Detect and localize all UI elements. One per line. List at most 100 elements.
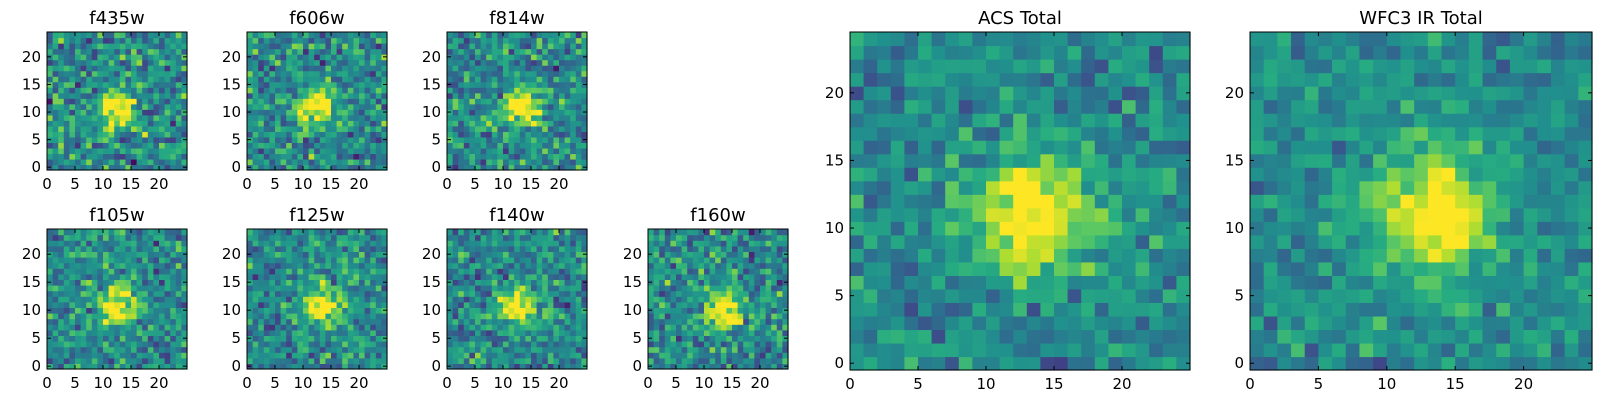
- heatmap-cell: [743, 324, 750, 331]
- heatmap-cell: [958, 180, 973, 195]
- heatmap-cell: [553, 273, 560, 280]
- heatmap-cell: [715, 335, 722, 342]
- heatmap-cell: [720, 245, 727, 252]
- heatmap-cell: [359, 109, 366, 116]
- heatmap-cell: [726, 268, 733, 275]
- heatmap-cell: [743, 335, 750, 342]
- heatmap-cell: [519, 147, 526, 155]
- heatmap-cell: [469, 240, 476, 247]
- heatmap-cell: [564, 257, 571, 264]
- heatmap-cell: [364, 279, 371, 286]
- heatmap-cell: [553, 65, 560, 72]
- heatmap-cell: [525, 32, 532, 39]
- heatmap-cell: [972, 221, 987, 236]
- heatmap-cell: [52, 341, 59, 348]
- heatmap-cell: [542, 120, 549, 127]
- heatmap-cell: [653, 357, 660, 364]
- heatmap-cell: [252, 262, 259, 269]
- heatmap-cell: [536, 158, 543, 166]
- heatmap-cell: [531, 76, 538, 83]
- heatmap-cell: [125, 87, 132, 94]
- heatmap-cell: [771, 273, 778, 280]
- heatmap-cell: [570, 318, 577, 325]
- heatmap-cell: [771, 313, 778, 320]
- heatmap-cell: [175, 363, 182, 370]
- heatmap-cell: [570, 92, 577, 99]
- heatmap-cell: [754, 285, 761, 292]
- heatmap-cell: [58, 240, 65, 247]
- heatmap-cell: [75, 318, 82, 325]
- heatmap-cell: [97, 335, 104, 342]
- heatmap-cell: [336, 103, 343, 110]
- heatmap-cell: [52, 279, 59, 286]
- heatmap-cell: [531, 341, 538, 348]
- heatmap-cell: [286, 32, 293, 39]
- heatmap-cell: [147, 335, 154, 342]
- heatmap-cell: [142, 114, 149, 121]
- heatmap-cell: [69, 318, 76, 325]
- heatmap-cell: [80, 103, 87, 110]
- heatmap-cell: [286, 114, 293, 121]
- heatmap-cell: [319, 92, 326, 99]
- heatmap-cell: [252, 335, 259, 342]
- heatmap-cell: [986, 275, 1001, 290]
- heatmap-cell: [63, 164, 70, 171]
- heatmap-cell: [536, 279, 543, 286]
- heatmap-cell: [999, 234, 1014, 249]
- heatmap-cell: [142, 301, 149, 308]
- heatmap-cell: [170, 136, 177, 143]
- heatmap-cell: [314, 43, 321, 50]
- heatmap-cell: [514, 164, 521, 171]
- heatmap-cell: [119, 103, 126, 110]
- heatmap-cell: [119, 318, 126, 325]
- heatmap-cell: [536, 54, 543, 61]
- heatmap-cell: [125, 37, 132, 44]
- heatmap-cell: [536, 346, 543, 353]
- heatmap-cell: [559, 290, 566, 297]
- heatmap-cell: [559, 335, 566, 342]
- heatmap-cell: [319, 234, 326, 241]
- heatmap-cell: [559, 352, 566, 359]
- heatmap-cell: [536, 301, 543, 308]
- heatmap-cell: [181, 147, 188, 155]
- heatmap-cell: [553, 164, 560, 171]
- heatmap-cell: [75, 363, 82, 370]
- heatmap-cell: [58, 285, 65, 292]
- heatmap-cell: [664, 257, 671, 264]
- heatmap-cell: [75, 87, 82, 94]
- heatmap-cell: [370, 313, 377, 320]
- heatmap-cell: [782, 290, 789, 297]
- heatmap-cell: [119, 290, 126, 297]
- heatmap-cell: [58, 268, 65, 275]
- heatmap-cell: [170, 147, 177, 155]
- heatmap-cell: [514, 229, 521, 236]
- heatmap-cell: [280, 245, 287, 252]
- heatmap-cell: [458, 352, 465, 359]
- heatmap-cell: [153, 324, 160, 331]
- heatmap-cell: [336, 131, 343, 138]
- heatmap-cell: [648, 357, 655, 364]
- heatmap-cell: [63, 81, 70, 88]
- heatmap-cell: [782, 234, 789, 241]
- heatmap-cell: [972, 275, 987, 290]
- heatmap-cell: [108, 352, 115, 359]
- heatmap-cell: [347, 125, 354, 132]
- heatmap-cell: [86, 87, 93, 94]
- heatmap-cell: [314, 65, 321, 72]
- heatmap-cell: [136, 147, 143, 155]
- heatmap-cell: [119, 251, 126, 258]
- heatmap-cell: [286, 341, 293, 348]
- heatmap-cell: [291, 257, 298, 264]
- heatmap-cell: [670, 262, 677, 269]
- heatmap-cell: [286, 346, 293, 353]
- heatmap-cell: [275, 142, 282, 149]
- heatmap-cell: [648, 285, 655, 292]
- heatmap-cell: [1040, 302, 1055, 317]
- heatmap-cell: [86, 234, 93, 241]
- heatmap-cell: [452, 48, 459, 55]
- heatmap-cell: [303, 273, 310, 280]
- heatmap-cell: [760, 318, 767, 325]
- heatmap-cell: [782, 301, 789, 308]
- heatmap-cell: [782, 346, 789, 353]
- heatmap-cell: [480, 318, 487, 325]
